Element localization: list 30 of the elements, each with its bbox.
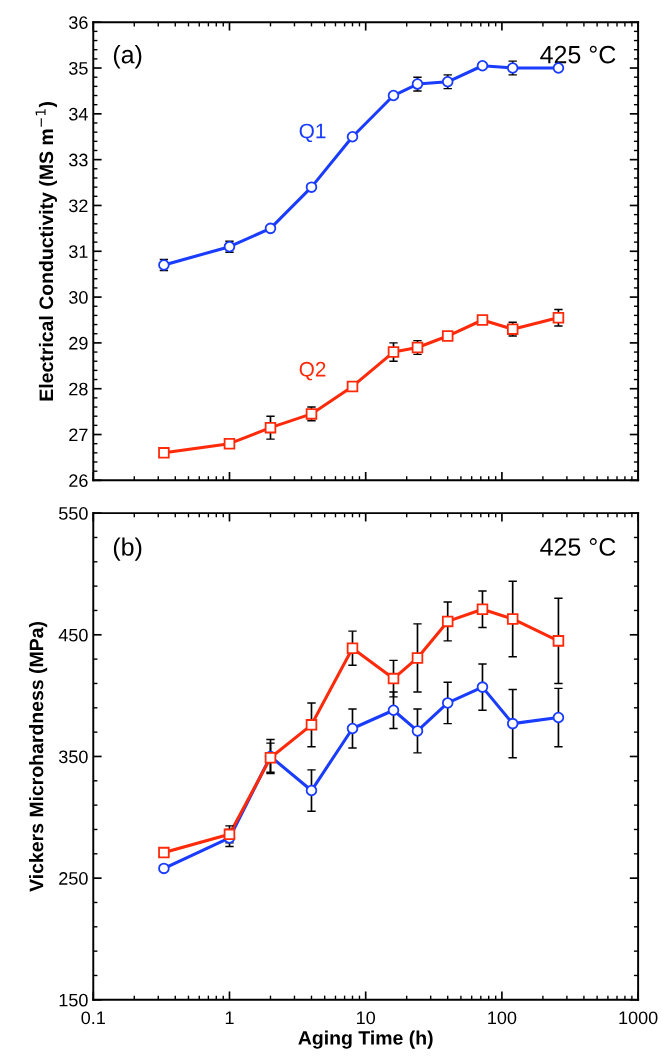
y-tick-label: 29 (69, 336, 88, 350)
y-tick-label: 550 (59, 507, 88, 520)
y-axis-title: Electrical Conductivity (MS m$^{−1}$) (35, 102, 58, 401)
x-axis-title: Aging Time (h) (298, 1030, 433, 1049)
annotation: 425 °C (540, 45, 616, 64)
annotation: (a) (113, 45, 142, 69)
y-tick-label: 35 (69, 61, 88, 75)
y-tick-label: 32 (69, 199, 88, 213)
y-tick-label: 250 (59, 872, 88, 885)
annotation: 425 °C (540, 538, 616, 556)
y-tick-label: 30 (69, 291, 88, 304)
x-tick-label: 1 (225, 1011, 234, 1025)
y-tick-label: 150 (59, 993, 88, 1007)
y-tick-label: 28 (69, 382, 88, 396)
series-label: Q2 (299, 361, 326, 381)
y-tick-label: 31 (69, 245, 88, 258)
x-tick-label: 0.1 (81, 1011, 105, 1025)
x-tick-label: 100 (488, 1011, 517, 1025)
y-tick-label: 27 (69, 428, 88, 442)
y-tick-label: 34 (69, 107, 88, 121)
y-tick-label: 36 (69, 16, 88, 29)
y-tick-label: 350 (58, 750, 88, 764)
y-tick-label: 26 (69, 474, 88, 488)
series-label: Q1 (299, 123, 326, 143)
x-tick-label: 1000 (619, 1011, 658, 1025)
y-tick-label: 33 (69, 153, 88, 167)
annotation: (b) (113, 537, 142, 561)
y-tick-label: 450 (58, 628, 88, 642)
y-axis-title: Vickers Microhardness (MPa) (29, 621, 48, 892)
x-tick-label: 10 (357, 1011, 376, 1025)
